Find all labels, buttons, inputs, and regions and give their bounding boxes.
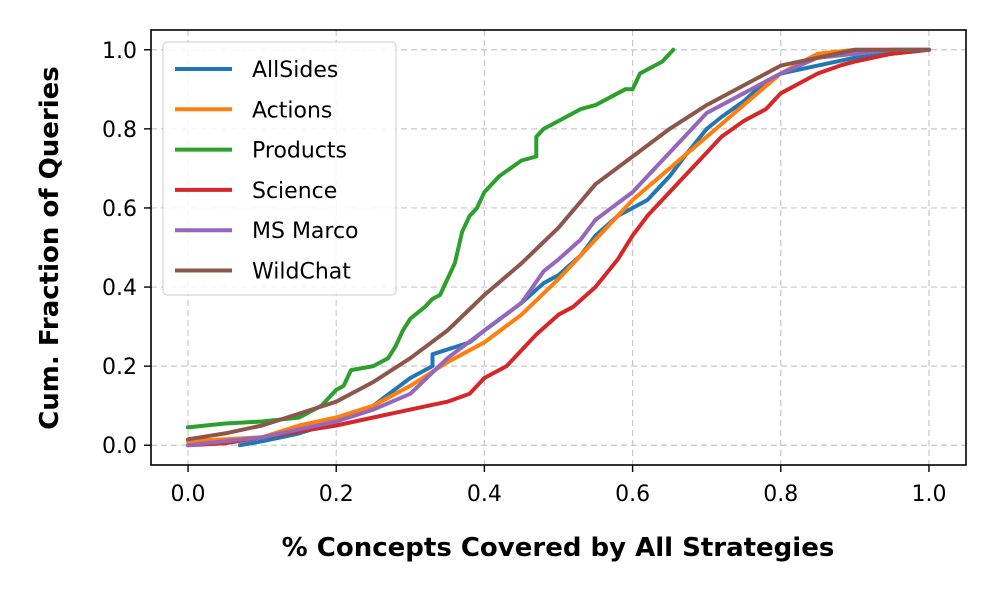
y-tick-label: 0.2 (102, 355, 137, 380)
y-tick-label: 1.0 (102, 39, 137, 64)
x-axis-title: % Concepts Covered by All Strategies (282, 533, 835, 563)
x-tick-label: 0.2 (319, 482, 354, 507)
x-axis: 0.0 0.2 0.4 0.6 0.8 1.0 (171, 465, 946, 507)
series-line-wildchat (186, 47, 931, 442)
series-line-products (186, 47, 676, 430)
x-tick-label: 0.0 (171, 482, 206, 507)
y-axis-title: Cum. Fraction of Queries (35, 66, 65, 430)
legend-label: Products (252, 139, 347, 164)
y-axis: 0.0 0.2 0.4 0.6 0.8 1.0 (102, 39, 151, 459)
x-tick-label: 0.4 (467, 482, 502, 507)
legend-label: MS Marco (252, 219, 359, 244)
series-layer (186, 47, 931, 448)
y-tick-label: 0.4 (102, 276, 137, 301)
y-tick-label: 0.8 (102, 118, 137, 143)
legend-label: WildChat (252, 260, 351, 285)
series-line-science (186, 47, 931, 448)
x-tick-label: 0.6 (615, 482, 650, 507)
y-tick-label: 0.6 (102, 197, 137, 222)
y-tick-label: 0.0 (102, 434, 137, 459)
legend: AllSides Actions Products Science MS Marco Wi… (162, 41, 397, 296)
legend-label: AllSides (252, 58, 338, 83)
x-tick-label: 1.0 (911, 482, 946, 507)
legend-label: Actions (252, 98, 332, 123)
series-line-ms-marco (186, 47, 931, 448)
legend-label: Science (252, 179, 337, 204)
x-tick-label: 0.8 (763, 482, 798, 507)
plot-frame (150, 29, 967, 466)
